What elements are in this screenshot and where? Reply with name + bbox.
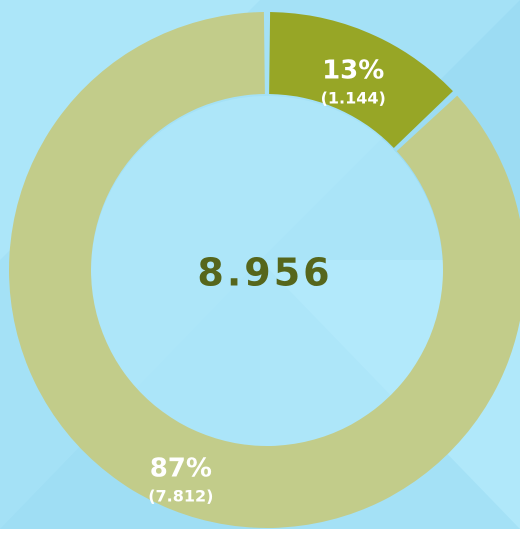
donut-slice [269,12,453,148]
donut-slice [9,12,520,528]
center-glow [91,96,443,448]
value-label: 13% [322,55,384,85]
value-label: 87% [150,454,212,484]
total-label: 8.956 [197,251,332,295]
amount-label: (7.812) [148,487,213,506]
amount-label: (1.144) [321,88,386,107]
